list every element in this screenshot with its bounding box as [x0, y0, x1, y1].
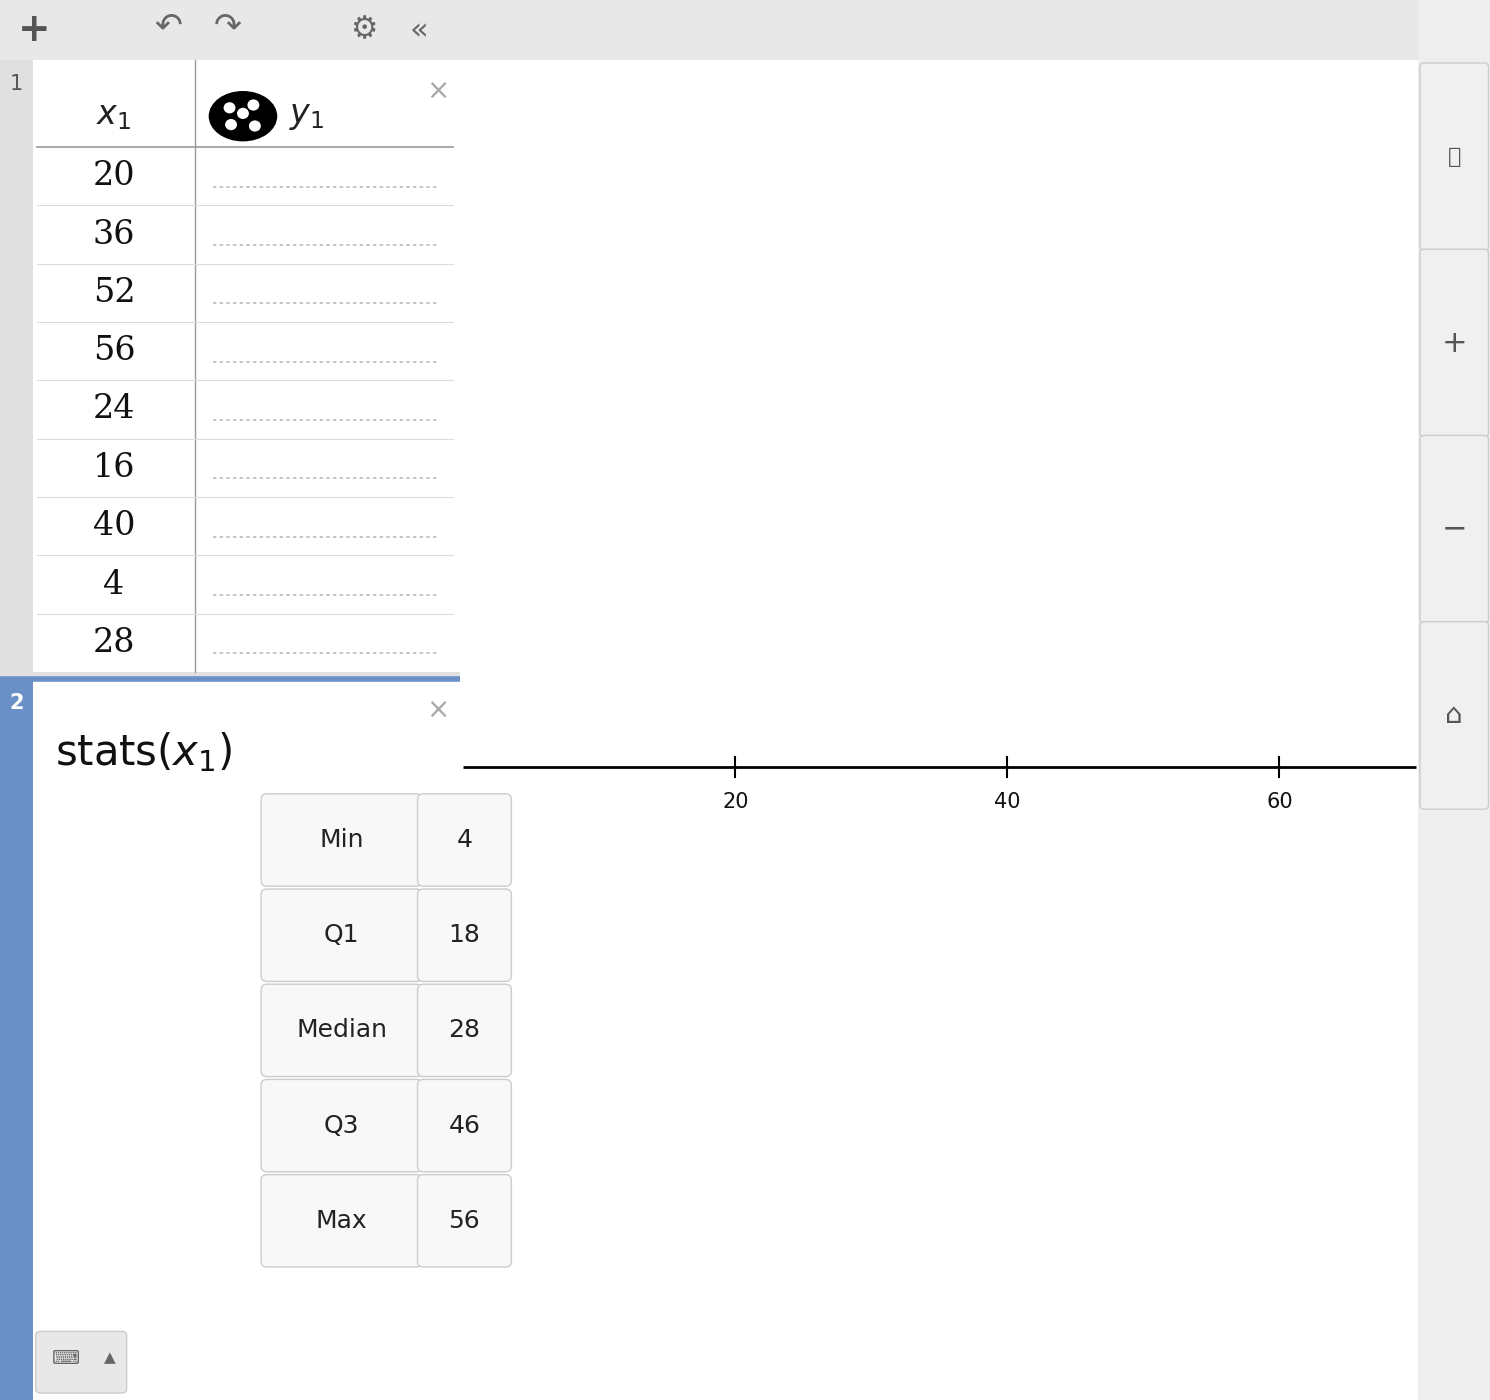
Circle shape — [225, 119, 237, 130]
Text: 2: 2 — [9, 693, 24, 713]
Text: Median: Median — [297, 1018, 387, 1043]
Text: +: + — [18, 11, 51, 49]
FancyBboxPatch shape — [261, 1079, 422, 1172]
Text: 28: 28 — [92, 627, 136, 659]
Text: stats$(x_1)$: stats$(x_1)$ — [55, 729, 232, 774]
Circle shape — [224, 102, 235, 113]
Text: 52: 52 — [92, 277, 136, 309]
FancyBboxPatch shape — [261, 889, 422, 981]
Text: 4: 4 — [103, 568, 125, 601]
FancyBboxPatch shape — [0, 672, 33, 679]
Text: +: + — [1441, 329, 1468, 357]
FancyBboxPatch shape — [1420, 63, 1489, 251]
FancyBboxPatch shape — [417, 984, 511, 1077]
Text: 1: 1 — [10, 74, 22, 94]
FancyBboxPatch shape — [261, 1175, 422, 1267]
FancyBboxPatch shape — [0, 679, 33, 1400]
Text: 56: 56 — [92, 335, 136, 367]
Text: $y_1$: $y_1$ — [289, 101, 325, 132]
Text: 46: 46 — [448, 1113, 480, 1138]
Text: 40: 40 — [994, 792, 1021, 812]
Text: $x_1$: $x_1$ — [97, 101, 131, 132]
FancyBboxPatch shape — [417, 1175, 511, 1267]
FancyBboxPatch shape — [1420, 435, 1489, 623]
Text: ⌨: ⌨ — [52, 1348, 79, 1368]
Circle shape — [237, 108, 249, 119]
Circle shape — [249, 120, 261, 132]
Text: 40: 40 — [92, 510, 136, 542]
Text: −: − — [1441, 515, 1468, 543]
FancyBboxPatch shape — [417, 889, 511, 981]
FancyBboxPatch shape — [1420, 622, 1489, 809]
Text: 20: 20 — [723, 792, 748, 812]
Text: 24: 24 — [92, 393, 136, 426]
Text: 🔧: 🔧 — [1448, 147, 1460, 167]
Text: Q1: Q1 — [323, 923, 359, 948]
FancyBboxPatch shape — [1420, 249, 1489, 437]
FancyBboxPatch shape — [0, 0, 1490, 60]
Text: ↶: ↶ — [155, 10, 182, 42]
Text: «: « — [410, 15, 428, 45]
Text: 36: 36 — [92, 218, 136, 251]
Text: 20: 20 — [92, 160, 136, 192]
Text: ▲: ▲ — [104, 1351, 116, 1365]
FancyBboxPatch shape — [1418, 0, 1490, 1400]
Text: ×: × — [426, 696, 450, 724]
Text: 4: 4 — [456, 827, 472, 853]
Text: 16: 16 — [92, 452, 136, 484]
FancyBboxPatch shape — [36, 1331, 127, 1393]
FancyBboxPatch shape — [261, 794, 422, 886]
FancyBboxPatch shape — [0, 60, 33, 672]
Text: ×: × — [426, 77, 450, 105]
Ellipse shape — [209, 91, 277, 141]
FancyBboxPatch shape — [417, 794, 511, 886]
Text: 56: 56 — [448, 1208, 480, 1233]
Circle shape — [247, 99, 259, 111]
FancyBboxPatch shape — [33, 679, 460, 1400]
FancyBboxPatch shape — [33, 60, 460, 672]
FancyBboxPatch shape — [417, 1079, 511, 1172]
Text: ⌂: ⌂ — [1445, 701, 1463, 729]
Text: Min: Min — [319, 827, 364, 853]
Text: ⚙: ⚙ — [350, 15, 377, 45]
Text: ↷: ↷ — [215, 10, 241, 42]
Text: Max: Max — [316, 1208, 368, 1233]
Text: 60: 60 — [1266, 792, 1293, 812]
FancyBboxPatch shape — [460, 60, 1418, 1400]
Text: 28: 28 — [448, 1018, 480, 1043]
FancyBboxPatch shape — [261, 984, 422, 1077]
Text: Q3: Q3 — [323, 1113, 359, 1138]
Text: 18: 18 — [448, 923, 480, 948]
